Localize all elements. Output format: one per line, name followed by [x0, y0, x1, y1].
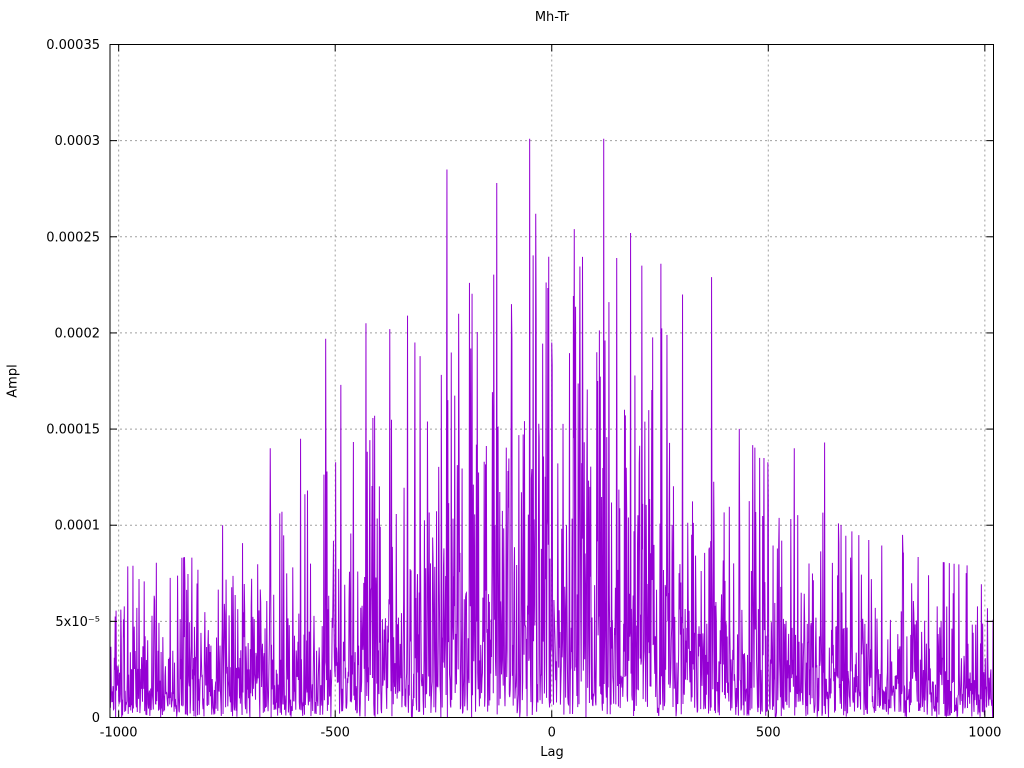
plot-frame: [109, 44, 994, 718]
y-tick-label: 0.0002: [55, 326, 101, 341]
y-tick-label: 5x10⁻⁵: [55, 615, 100, 630]
x-tick-label: 1000: [968, 726, 1001, 741]
series-mh-tr: [110, 138, 994, 718]
chart-title: Mh-Tr: [534, 10, 570, 25]
tick-labels: 0 5x10⁻⁵ 0.0001 0.00015 0.0002 0.00025 0.0003 0…: [46, 38, 1001, 741]
y-tick-label: 0: [92, 711, 100, 726]
x-tick-label: -500: [320, 726, 350, 741]
x-tick-label: 0: [548, 726, 556, 741]
y-axis-title: Ampl: [5, 364, 21, 398]
x-tick-label: -1000: [100, 726, 138, 741]
y-tick-label: 0.00015: [46, 423, 100, 438]
x-axis-title: Lag: [540, 745, 564, 760]
y-tick-label: 0.00035: [46, 38, 100, 53]
y-tick-label: 0.0003: [55, 134, 101, 149]
y-tick-label: 0.00025: [46, 230, 100, 245]
y-tick-label: 0.0001: [55, 519, 101, 534]
x-tick-label: 500: [756, 726, 781, 741]
series-line: [110, 138, 994, 718]
